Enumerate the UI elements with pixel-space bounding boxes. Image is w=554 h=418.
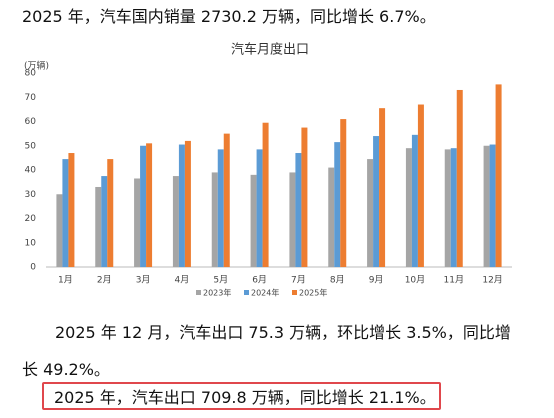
y-tick-label: 0 — [30, 263, 36, 273]
legend-swatch — [244, 290, 249, 295]
y-unit: (万辆) — [24, 60, 49, 72]
bar — [107, 159, 114, 267]
paragraph: 2025 年 12 月，汽车出口 75.3 万辆，环比增长 3.5%，同比增长 … — [22, 323, 511, 379]
bar — [62, 159, 69, 267]
bar — [405, 148, 412, 267]
y-tick-label: 50 — [25, 141, 37, 151]
x-tick-label: 12月 — [482, 275, 502, 286]
bar — [178, 144, 185, 267]
bar — [256, 149, 263, 267]
bar — [184, 140, 191, 267]
bar — [495, 84, 502, 268]
bar — [146, 143, 153, 267]
y-tick-label: 40 — [25, 166, 37, 176]
bar — [172, 176, 179, 267]
bar — [68, 153, 75, 267]
x-tick-label: 6月 — [252, 275, 267, 286]
bar — [95, 186, 102, 267]
x-tick-label: 5月 — [213, 275, 228, 286]
bar — [456, 89, 463, 267]
x-tick-label: 7月 — [291, 275, 306, 286]
y-tick-label: 60 — [25, 117, 37, 127]
x-tick-label: 1月 — [58, 275, 73, 286]
bar — [379, 108, 386, 267]
x-tick-label: 11月 — [444, 275, 464, 286]
bar — [250, 174, 257, 267]
y-tick-label: 20 — [25, 214, 37, 224]
bar — [373, 136, 380, 267]
bar — [301, 127, 308, 267]
highlight-paragraph: 2025 年，汽车出口 709.8 万辆，同比增长 21.1%。 — [42, 382, 441, 410]
bar — [334, 142, 341, 267]
bar — [328, 167, 335, 267]
x-tick-label: 9月 — [369, 275, 384, 286]
bar — [367, 159, 374, 267]
y-tick-label: 30 — [25, 190, 37, 200]
paragraph: 2025 年，汽车国内销量 2730.2 万辆，同比增长 6.7%。 — [22, 7, 436, 26]
bar — [217, 149, 224, 267]
legend-swatch — [196, 290, 201, 295]
y-tick-label: 70 — [25, 93, 37, 103]
x-tick-label: 10月 — [405, 275, 425, 286]
y-tick-label: 80 — [25, 69, 37, 79]
bar — [411, 134, 418, 267]
bar — [489, 144, 496, 267]
legend-swatch — [292, 290, 297, 295]
bar — [101, 176, 108, 267]
bar — [295, 153, 302, 267]
chart: 汽车月度出口 (万辆) 0 10 20 30 40 50 60 70 80 1月 2月 3月 4月 5月 6… — [24, 42, 512, 298]
chart-title: 汽车月度出口 — [231, 42, 309, 58]
x-tick-label: 3月 — [136, 275, 151, 286]
bar — [417, 104, 424, 268]
bar — [444, 149, 451, 267]
legend-label: 2024年 — [251, 288, 279, 298]
bar — [134, 178, 141, 267]
bar — [289, 172, 296, 267]
legend-label: 2025年 — [299, 288, 327, 298]
y-tick-label: 10 — [25, 238, 37, 248]
x-tick-label: 4月 — [175, 275, 190, 286]
bar — [140, 145, 147, 267]
bar — [211, 172, 218, 267]
bar — [340, 119, 347, 267]
bar — [483, 145, 490, 267]
bar — [56, 194, 63, 267]
x-tick-label: 8月 — [330, 275, 345, 286]
legend-label: 2023年 — [203, 288, 231, 298]
bar — [223, 133, 230, 267]
x-tick-label: 2月 — [97, 275, 112, 286]
bar — [262, 122, 269, 268]
bar — [450, 148, 457, 267]
